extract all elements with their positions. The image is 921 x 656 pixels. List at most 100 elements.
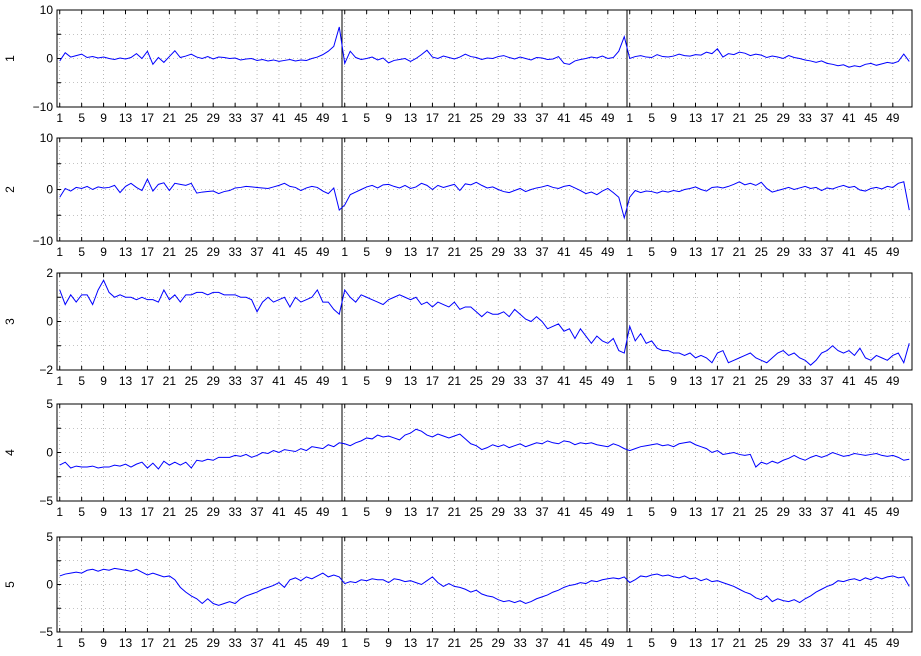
x-tick-label: 13 [404,374,418,388]
x-tick-label: 5 [363,111,370,125]
y-tick-label: 10 [40,3,54,17]
x-tick-label: 1 [341,245,348,259]
x-tick-label: 33 [513,505,527,519]
y-tick-label: 5 [46,530,53,544]
y-tick-label: −5 [39,625,53,639]
x-tick-label: 37 [535,505,549,519]
y-tick-label: 2 [46,266,53,280]
x-tick-label: 5 [78,505,85,519]
x-tick-label: 21 [448,111,462,125]
x-tick-label: 1 [56,111,63,125]
x-tick-label: 41 [272,505,286,519]
x-tick-label: 45 [864,245,878,259]
x-tick-label: 17 [711,374,725,388]
x-tick-label: 21 [163,374,177,388]
x-tick-label: 49 [886,636,900,650]
x-tick-label: 45 [579,374,593,388]
x-tick-label: 41 [842,636,856,650]
x-tick-label: 13 [404,636,418,650]
x-tick-label: 41 [557,111,571,125]
x-tick-label: 1 [341,636,348,650]
x-tick-label: 29 [207,245,221,259]
x-tick-label: 5 [648,374,655,388]
x-tick-label: 9 [670,636,677,650]
x-tick-label: 21 [163,505,177,519]
x-tick-label: 37 [820,505,834,519]
x-tick-label: 41 [272,111,286,125]
x-tick-label: 49 [601,505,615,519]
x-tick-label: 5 [78,374,85,388]
x-tick-label: 1 [56,636,63,650]
x-tick-label: 41 [557,374,571,388]
x-tick-label: 13 [119,245,133,259]
y-tick-label: 0 [46,183,53,197]
x-tick-label: 5 [648,111,655,125]
x-tick-label: 1 [626,505,633,519]
x-tick-label: 33 [228,636,242,650]
x-tick-label: 45 [294,505,308,519]
panel-4-series-line [59,428,910,470]
x-tick-label: 49 [886,374,900,388]
x-tick-label: 33 [798,374,812,388]
x-tick-label: 25 [470,111,484,125]
x-tick-label: 29 [777,111,791,125]
x-tick-label: 49 [316,111,330,125]
x-tick-label: 37 [535,245,549,259]
panel-1-ylabel: 1 [3,55,17,62]
x-tick-label: 33 [513,374,527,388]
x-tick-label: 9 [100,111,107,125]
x-tick-label: 1 [56,374,63,388]
x-tick-label: 37 [820,636,834,650]
x-tick-label: 49 [316,374,330,388]
x-tick-label: 1 [56,245,63,259]
x-tick-label: 9 [100,245,107,259]
y-tick-label: −5 [39,494,53,508]
x-tick-label: 9 [100,374,107,388]
x-tick-label: 41 [842,505,856,519]
x-tick-label: 1 [56,505,63,519]
x-tick-label: 49 [886,505,900,519]
x-tick-label: 37 [250,636,264,650]
panel-5-series-line [59,567,910,606]
x-tick-label: 37 [535,374,549,388]
x-tick-label: 37 [535,111,549,125]
x-tick-label: 17 [711,505,725,519]
y-tick-label: −10 [33,100,54,114]
x-tick-label: 21 [733,636,747,650]
x-tick-label: 9 [670,374,677,388]
x-tick-label: 33 [798,505,812,519]
x-tick-label: 25 [755,505,769,519]
x-tick-label: 9 [670,111,677,125]
x-tick-label: 29 [207,111,221,125]
x-tick-label: 13 [689,111,703,125]
x-tick-label: 5 [78,636,85,650]
x-tick-label: 1 [626,636,633,650]
x-tick-label: 41 [557,505,571,519]
x-tick-label: 29 [492,505,506,519]
x-tick-label: 49 [316,636,330,650]
x-tick-label: 29 [777,505,791,519]
y-tick-label: −2 [39,363,53,377]
x-tick-label: 37 [250,374,264,388]
x-tick-label: 5 [78,245,85,259]
x-tick-label: 5 [78,111,85,125]
x-tick-label: 25 [185,374,199,388]
x-tick-label: 25 [755,245,769,259]
y-tick-label: 0 [46,52,53,66]
x-tick-label: 21 [448,505,462,519]
x-tick-label: 45 [294,374,308,388]
panel-1-series-line [59,26,910,68]
x-tick-label: 9 [100,636,107,650]
panel-3-ylabel: 3 [3,318,17,325]
x-tick-label: 17 [426,111,440,125]
x-tick-label: 21 [163,111,177,125]
x-tick-label: 37 [250,111,264,125]
x-tick-label: 5 [363,636,370,650]
x-tick-label: 21 [448,636,462,650]
x-tick-label: 29 [777,636,791,650]
x-tick-label: 33 [798,636,812,650]
x-tick-label: 29 [492,245,506,259]
x-tick-label: 5 [648,636,655,650]
x-tick-label: 25 [755,374,769,388]
x-tick-label: 21 [733,505,747,519]
